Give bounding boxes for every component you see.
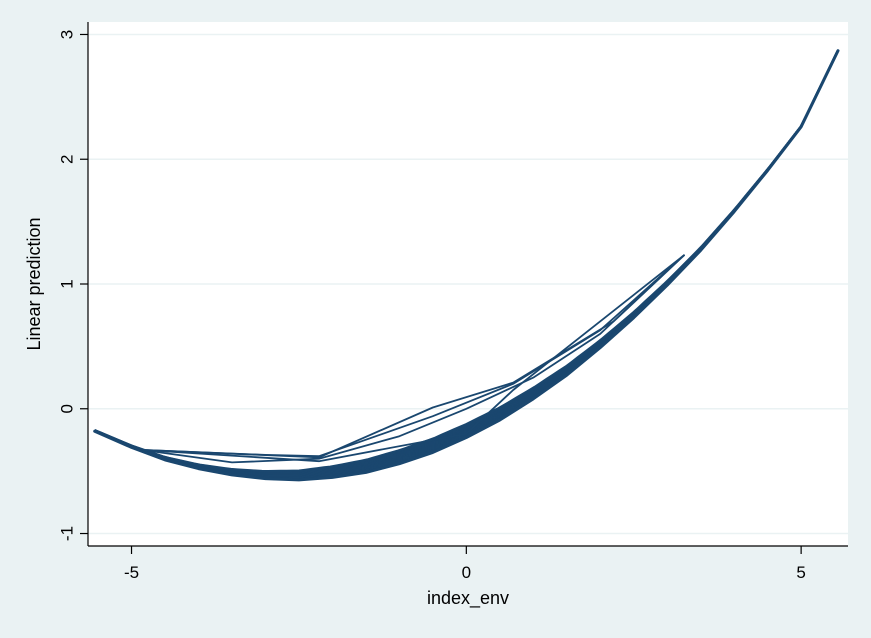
y-tick-label: 0: [57, 404, 76, 413]
y-tick-label: 1: [57, 279, 76, 288]
x-tick-label: 5: [796, 563, 805, 582]
series-line-2: [140, 254, 685, 464]
y-tick-label: -1: [57, 526, 76, 541]
y-tick-label: 2: [57, 155, 76, 164]
x-axis-label: index_env: [427, 588, 509, 609]
band-curve: [94, 49, 839, 473]
y-tick-label: 3: [57, 30, 76, 39]
y-axis-label: Linear prediction: [24, 217, 44, 350]
series-line-5: [140, 254, 685, 463]
series-line-1: [93, 49, 840, 482]
series-line-4: [140, 254, 685, 459]
x-tick-label: -5: [124, 563, 139, 582]
x-tick-label: 0: [462, 563, 471, 582]
